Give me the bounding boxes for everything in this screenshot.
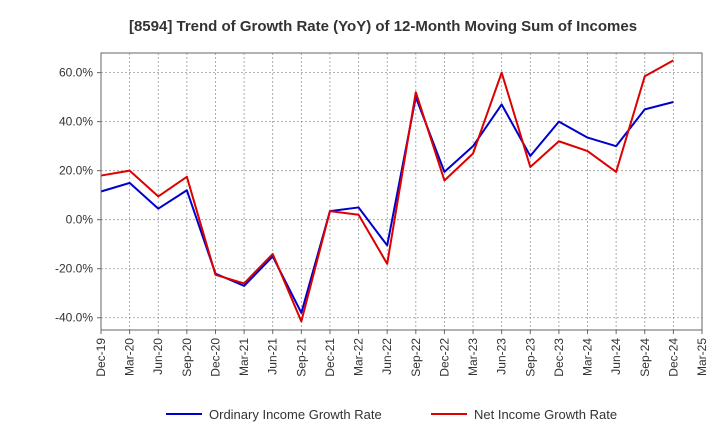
x-tick-label: Mar-21 [237,338,251,376]
y-tick-label: -40.0% [55,311,93,325]
legend: Ordinary Income Growth Rate Net Income Gr… [166,407,617,422]
x-tick-label: Dec-19 [94,338,108,377]
x-axis-ticks: Dec-19 Mar-20 Jun-20 Sep-20 Dec-20 Mar-21 Jun-… [94,330,709,377]
x-tick-label: Jun-24 [609,338,623,375]
x-tick-label: Dec-20 [208,338,222,377]
x-tick-label: Jun-22 [380,338,394,375]
x-tick-label: Sep-21 [294,338,308,377]
x-tick-label: Mar-25 [695,338,709,376]
x-tick-label: Mar-23 [466,338,480,376]
x-tick-label: Mar-22 [352,338,366,376]
y-tick-label: 60.0% [59,66,93,80]
x-tick-label: Jun-20 [151,338,165,375]
x-tick-label: Sep-22 [409,338,423,377]
y-axis-ticks: -40.0% -20.0% 0.0% 20.0% 40.0% 60.0% [55,66,101,325]
x-tick-label: Jun-21 [266,338,280,375]
x-tick-label: Mar-24 [581,338,595,376]
chart-title: [8594] Trend of Growth Rate (YoY) of 12-… [129,18,637,35]
x-tick-label: Jun-23 [495,338,509,375]
y-tick-label: 0.0% [66,213,94,227]
y-tick-label: 40.0% [59,115,93,129]
legend-label-2: Net Income Growth Rate [474,407,617,422]
series-group [100,59,674,323]
x-tick-label: Dec-21 [323,338,337,377]
grid [100,53,703,330]
x-tick-label: Sep-20 [180,338,194,377]
plot-frame [100,52,703,331]
x-tick-label: Sep-23 [523,338,537,377]
x-tick-label: Dec-24 [666,338,680,377]
y-tick-label: 20.0% [59,164,93,178]
x-tick-label: Dec-23 [552,338,566,377]
x-tick-label: Sep-24 [638,338,652,377]
legend-label-1: Ordinary Income Growth Rate [209,407,382,422]
x-tick-label: Dec-22 [437,338,451,377]
y-tick-label: -20.0% [55,262,93,276]
x-tick-label: Mar-20 [123,338,137,376]
